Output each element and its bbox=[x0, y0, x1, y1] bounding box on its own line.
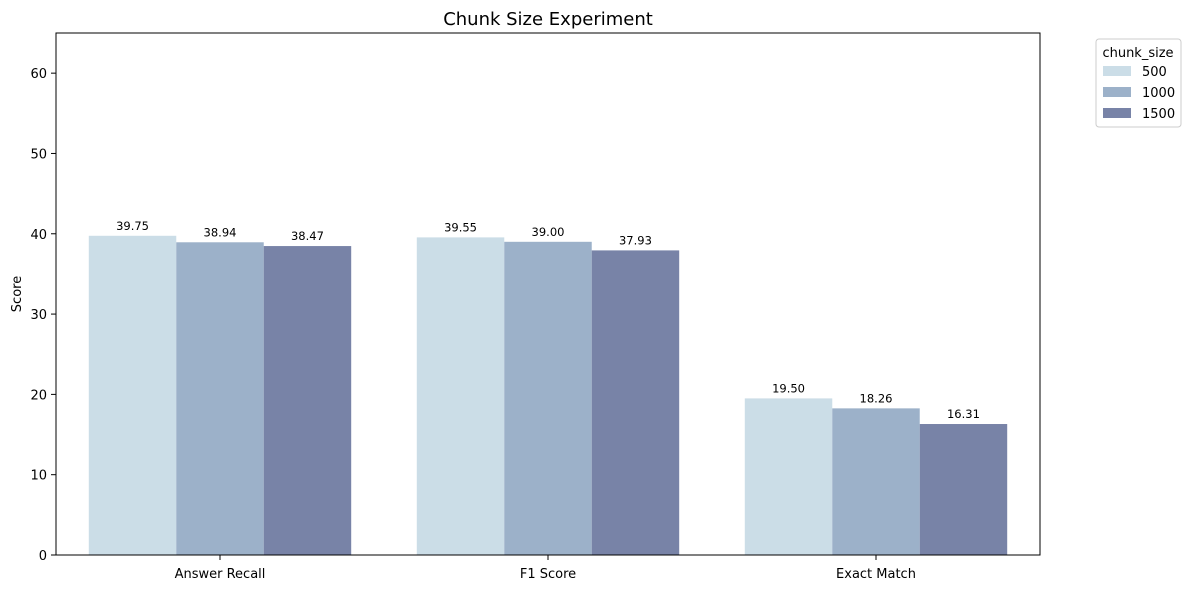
x-tick-label: Answer Recall bbox=[175, 567, 266, 582]
legend-swatch-1000 bbox=[1103, 87, 1131, 97]
bar-1500-2 bbox=[919, 424, 1008, 555]
y-tick-label: 40 bbox=[30, 228, 47, 243]
legend: chunk_size 500 1000 1500 bbox=[1095, 38, 1182, 128]
y-tick-label: 10 bbox=[30, 469, 47, 484]
bar-value-label: 38.94 bbox=[204, 225, 237, 239]
legend-title: chunk_size bbox=[1102, 46, 1173, 61]
legend-label-1500: 1500 bbox=[1142, 107, 1175, 122]
chart-title: Chunk Size Experiment bbox=[443, 9, 653, 30]
y-tick-label: 60 bbox=[30, 67, 47, 82]
bar-value-label: 16.31 bbox=[947, 407, 980, 421]
bar-500-0 bbox=[88, 235, 177, 555]
x-tick-label: F1 Score bbox=[520, 567, 576, 582]
y-tick-label: 50 bbox=[30, 147, 47, 162]
bar-value-label: 19.50 bbox=[772, 381, 805, 395]
bar-value-label: 39.00 bbox=[532, 225, 565, 239]
bar-value-label: 39.75 bbox=[116, 219, 149, 233]
bar-value-label: 39.55 bbox=[444, 220, 477, 234]
bar-500-2 bbox=[744, 398, 833, 555]
bar-500-1 bbox=[416, 237, 505, 556]
bar-value-label: 38.47 bbox=[291, 229, 324, 243]
bar-1000-2 bbox=[832, 408, 920, 555]
legend-label-500: 500 bbox=[1142, 65, 1167, 80]
bar-value-label: 18.26 bbox=[860, 391, 893, 405]
plot-frame bbox=[55, 32, 1041, 556]
bar-value-label: 37.93 bbox=[619, 233, 652, 247]
bar-1000-1 bbox=[504, 241, 592, 556]
y-tick-label: 0 bbox=[39, 549, 47, 564]
y-tick-label: 30 bbox=[30, 308, 47, 323]
legend-label-1000: 1000 bbox=[1142, 86, 1175, 101]
legend-swatch-1500 bbox=[1103, 108, 1131, 118]
plot-area: 39.75 38.94 38.47 Answer Recall 39.55 39.00 37… bbox=[30, 32, 1041, 582]
bar-1500-0 bbox=[263, 246, 352, 555]
x-tick-label: Exact Match bbox=[836, 567, 916, 582]
y-tick-label: 20 bbox=[30, 388, 47, 403]
bar-1500-1 bbox=[591, 250, 680, 555]
legend-swatch-500 bbox=[1103, 66, 1131, 76]
y-axis-label: Score bbox=[10, 276, 25, 312]
legend-frame bbox=[1095, 38, 1182, 128]
bar-1000-0 bbox=[176, 242, 264, 555]
